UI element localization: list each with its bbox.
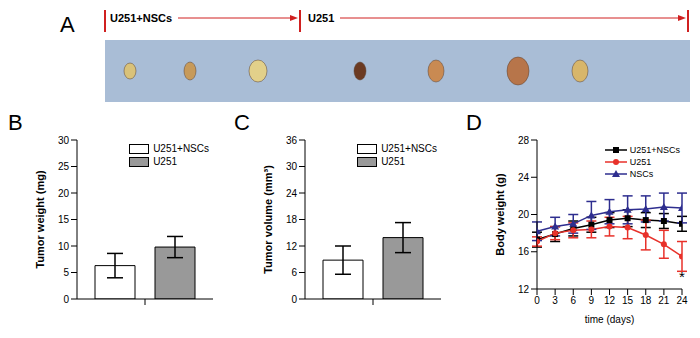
html-text:U251: U251 bbox=[381, 156, 405, 167]
svg-text:21: 21 bbox=[658, 295, 670, 306]
svg-text:6: 6 bbox=[570, 295, 576, 306]
svg-text:3: 3 bbox=[552, 295, 558, 306]
html-text:D: D bbox=[466, 110, 482, 135]
svg-text:Tumor weight (mg): Tumor weight (mg) bbox=[34, 170, 46, 269]
svg-text:24: 24 bbox=[286, 188, 298, 199]
svg-text:0: 0 bbox=[291, 294, 297, 305]
svg-text:25: 25 bbox=[58, 161, 70, 172]
svg-text:time (days): time (days) bbox=[585, 314, 634, 325]
svg-text:18: 18 bbox=[640, 295, 652, 306]
svg-text:15: 15 bbox=[58, 214, 70, 225]
svg-text:30: 30 bbox=[286, 161, 298, 172]
svg-text:10: 10 bbox=[58, 241, 70, 252]
html-text:NSCs: NSCs bbox=[629, 169, 654, 179]
svg-text:A: A bbox=[60, 12, 75, 37]
svg-text:18: 18 bbox=[286, 214, 298, 225]
svg-text:24: 24 bbox=[676, 295, 688, 306]
svg-text:24: 24 bbox=[518, 172, 530, 183]
svg-text:5: 5 bbox=[63, 267, 69, 278]
html-text:B: B bbox=[8, 110, 23, 135]
html-text:U251+NSCs: U251+NSCs bbox=[381, 143, 437, 154]
svg-text:*: * bbox=[679, 268, 685, 285]
svg-text:20: 20 bbox=[518, 209, 530, 220]
svg-text:12: 12 bbox=[518, 284, 530, 295]
svg-text:Body weight (g): Body weight (g) bbox=[494, 173, 506, 256]
svg-text:16: 16 bbox=[518, 246, 530, 257]
html-text:C: C bbox=[234, 110, 250, 135]
svg-text:9: 9 bbox=[589, 295, 595, 306]
svg-text:Tumor volume (mm³): Tumor volume (mm³) bbox=[262, 165, 274, 274]
html-text:U251+NSCs: U251+NSCs bbox=[629, 145, 680, 155]
svg-text:0: 0 bbox=[63, 294, 69, 305]
svg-text:12: 12 bbox=[604, 295, 616, 306]
svg-text:36: 36 bbox=[286, 135, 298, 146]
svg-text:15: 15 bbox=[622, 295, 634, 306]
html-text:U251: U251 bbox=[153, 156, 177, 167]
svg-text:U251: U251 bbox=[308, 12, 334, 24]
svg-text:0: 0 bbox=[534, 295, 540, 306]
svg-text:12: 12 bbox=[286, 241, 298, 252]
svg-text:6: 6 bbox=[291, 267, 297, 278]
svg-text:28: 28 bbox=[518, 135, 530, 146]
html-text:U251+NSCs: U251+NSCs bbox=[153, 143, 209, 154]
svg-text:20: 20 bbox=[58, 188, 70, 199]
svg-text:30: 30 bbox=[58, 135, 70, 146]
svg-text:U251+NSCs: U251+NSCs bbox=[110, 12, 172, 24]
html-text:U251: U251 bbox=[629, 157, 652, 167]
